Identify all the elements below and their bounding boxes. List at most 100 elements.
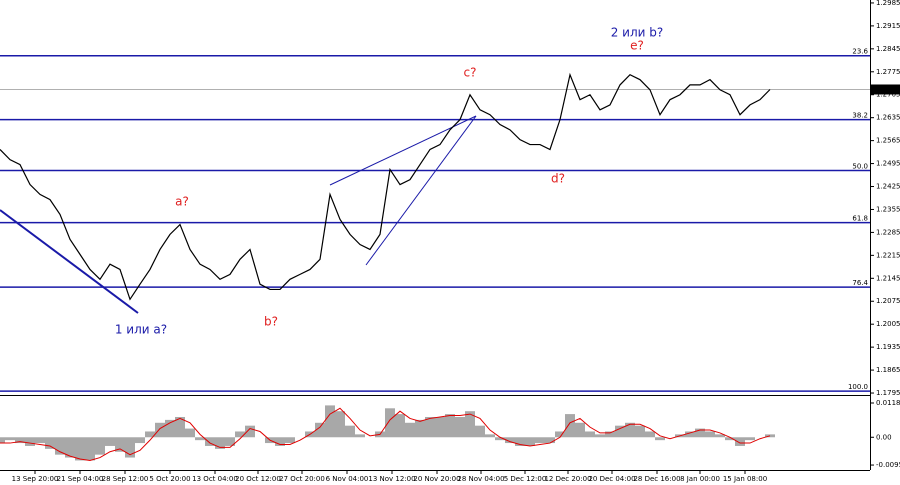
fib-label: 50.0 — [852, 162, 868, 170]
x-tick-label: 5 Oct 20:00 — [149, 475, 190, 483]
wave-line — [365, 115, 477, 266]
histogram-bar — [335, 411, 345, 438]
histogram-bar — [415, 419, 425, 438]
wave-label: c? — [464, 66, 477, 80]
y-tick-label: 1.2705 — [876, 91, 900, 99]
histogram-bar — [505, 437, 515, 444]
x-tick-label: 13 Nov 12:00 — [368, 475, 415, 483]
x-tick-label: 28 Nov 04:00 — [457, 475, 504, 483]
histogram-bar — [605, 431, 615, 438]
price-line — [0, 72, 771, 301]
histogram-bar — [55, 437, 65, 455]
histogram-bar — [425, 416, 435, 438]
fib-label: 100.0 — [848, 383, 868, 391]
histogram-bar — [205, 437, 215, 446]
fib-label: 38.2 — [852, 112, 868, 120]
histogram-bar — [715, 434, 725, 438]
y-tick-label: 0.00 — [876, 433, 892, 441]
x-tick-label: 20 Oct 12:00 — [235, 475, 281, 483]
histogram-bar — [245, 425, 255, 438]
histogram-bar — [135, 437, 145, 444]
histogram-bar — [175, 416, 185, 438]
histogram-bar — [695, 428, 705, 438]
fib-label: 23.6 — [852, 48, 868, 56]
histogram-bar — [565, 414, 575, 438]
histogram-bar — [355, 434, 365, 438]
y-tick-label: 1.2635 — [876, 114, 900, 122]
wave-label: e? — [630, 39, 644, 53]
y-tick-label: 1.2985 — [876, 0, 900, 7]
histogram-bar — [735, 437, 745, 446]
histogram-bar — [95, 437, 105, 455]
last-price-label: 1.2721 — [873, 85, 898, 93]
histogram-bar — [195, 437, 205, 441]
x-tick-label: 20 Nov 20:00 — [413, 475, 460, 483]
x-tick-label: 15 Jan 08:00 — [723, 475, 767, 483]
histogram-bar — [85, 437, 95, 461]
y-tick-label: 1.2005 — [876, 320, 900, 328]
histogram-bar — [645, 431, 655, 438]
y-tick-label: 1.2565 — [876, 137, 900, 145]
y-tick-label: 1.2075 — [876, 297, 900, 305]
histogram-bar — [345, 425, 355, 438]
histogram-bar — [555, 431, 565, 438]
y-tick-label: 1.2845 — [876, 45, 900, 53]
fib-label: 76.4 — [852, 279, 868, 287]
wave-label: 2 или b? — [611, 26, 664, 40]
histogram-bar — [385, 408, 395, 438]
histogram-bar — [685, 431, 695, 438]
histogram-bar — [765, 434, 775, 438]
histogram-bar — [155, 422, 165, 438]
histogram-bar — [185, 428, 195, 438]
y-tick-label: 1.2915 — [876, 22, 900, 30]
histogram-bar — [725, 437, 735, 441]
y-tick-label: -0.00959 — [876, 461, 900, 469]
histogram-bar — [0, 437, 5, 444]
signal-line — [0, 407, 771, 461]
histogram-bar — [585, 431, 595, 438]
histogram-bar — [635, 425, 645, 438]
histogram-bar — [25, 437, 35, 446]
y-tick-label: 1.1865 — [876, 366, 900, 374]
histogram-bar — [655, 437, 665, 441]
histogram-bar — [315, 422, 325, 438]
histogram-bar — [745, 437, 755, 441]
histogram-bar — [235, 431, 245, 438]
histogram-bar — [395, 414, 405, 438]
histogram-bar — [475, 425, 485, 438]
x-tick-label: 28 Sep 12:00 — [102, 475, 149, 483]
y-tick-label: 1.2145 — [876, 274, 900, 282]
x-tick-label: 13 Oct 04:00 — [192, 475, 238, 483]
histogram-bar — [75, 437, 85, 461]
y-tick-label: 1.2775 — [876, 68, 900, 76]
wave-label: a? — [175, 195, 189, 209]
wave-label: b? — [264, 315, 278, 329]
x-tick-label: 21 Sep 04:00 — [57, 475, 104, 483]
histogram-bar — [15, 437, 25, 444]
last-price-box — [871, 84, 900, 95]
histogram-bar — [125, 437, 135, 458]
y-tick-label: 1.2495 — [876, 160, 900, 168]
histogram-bar — [435, 416, 445, 438]
histogram-bar — [5, 437, 15, 441]
histogram-bar — [45, 437, 55, 449]
y-tick-label: 1.2285 — [876, 228, 900, 236]
histogram-bar — [465, 411, 475, 438]
histogram-bar — [115, 437, 125, 452]
y-tick-label: 1.1935 — [876, 343, 900, 351]
histogram-bar — [485, 434, 495, 438]
x-tick-label: 8 Jan 00:00 — [680, 475, 720, 483]
histogram-bar — [495, 437, 505, 441]
histogram-bar — [165, 419, 175, 438]
x-tick-label: 13 Sep 20:00 — [12, 475, 59, 483]
histogram-bar — [705, 431, 715, 438]
fib-label: 61.8 — [852, 215, 868, 223]
histogram-bar — [615, 425, 625, 438]
histogram-bar — [625, 422, 635, 438]
y-tick-label: 1.2215 — [876, 251, 900, 259]
histogram-bar — [525, 437, 535, 446]
histogram-bar — [285, 437, 295, 444]
y-tick-label: 0.01183 — [876, 399, 900, 407]
histogram-bar — [65, 437, 75, 458]
